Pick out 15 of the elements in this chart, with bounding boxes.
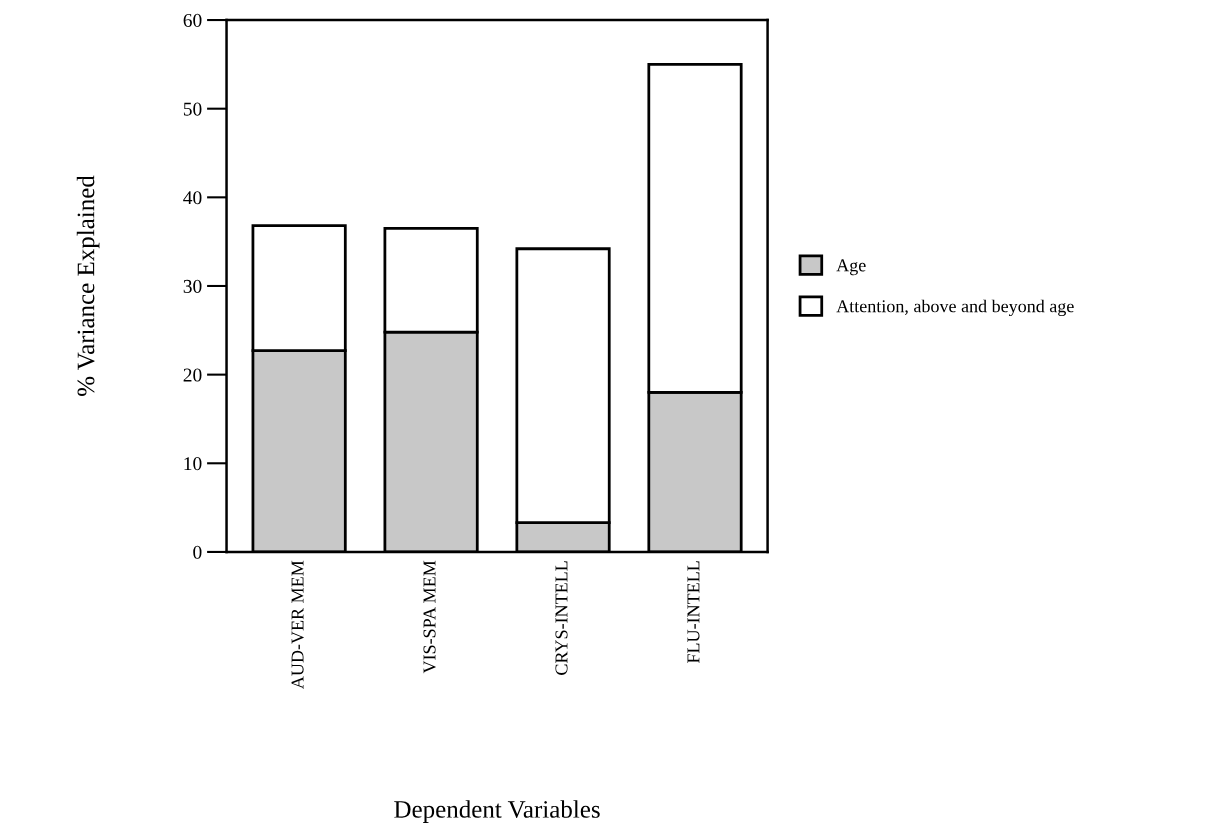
x-tick-label: VIS-SPA MEM bbox=[423, 560, 436, 674]
x-axis-title: Dependent Variables bbox=[394, 800, 600, 823]
y-axis-title: % Variance Explained bbox=[76, 175, 100, 396]
y-tick-label: 40 bbox=[183, 191, 202, 205]
legend-label: Age bbox=[836, 259, 866, 276]
y-tick-label: 10 bbox=[184, 457, 202, 471]
y-tick-label: 0 bbox=[193, 545, 202, 559]
x-tick-label: CRYS-INTELL bbox=[555, 561, 568, 675]
x-tick-label: FLU-INTELL bbox=[687, 561, 700, 664]
y-tick-label: 50 bbox=[183, 102, 202, 116]
x-tick-label: AUD-VER MEM bbox=[291, 560, 304, 689]
y-tick-label: 60 bbox=[183, 13, 202, 27]
legend-label: Attention, above and beyond age bbox=[836, 299, 1074, 317]
y-tick-label: 20 bbox=[183, 368, 202, 382]
y-tick-label: 30 bbox=[183, 279, 202, 293]
